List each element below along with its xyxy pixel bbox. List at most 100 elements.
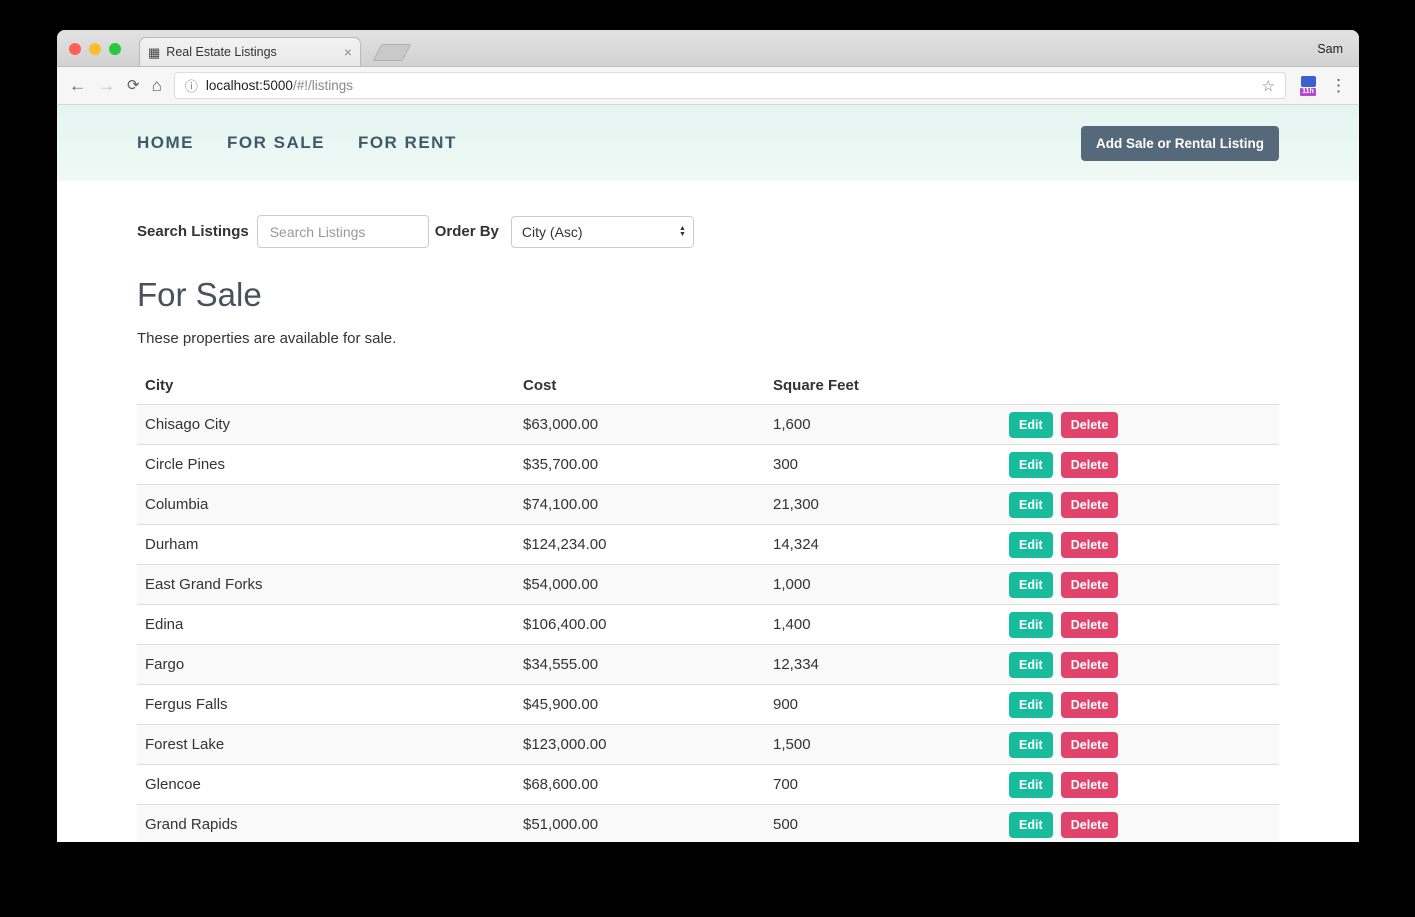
nav-item-for-sale[interactable]: FOR SALE <box>227 133 325 152</box>
edit-button[interactable]: Edit <box>1009 571 1053 598</box>
browser-toolbar: ← → ⟳ ⌂ ⓘ localhost:5000/#!/listings ☆ 1… <box>57 67 1359 105</box>
city-cell: Fargo <box>137 644 515 685</box>
sqft-cell: 500 <box>765 804 1001 842</box>
city-cell: Columbia <box>137 484 515 525</box>
city-cell: Circle Pines <box>137 444 515 485</box>
actions-cell: Edit Delete <box>1001 484 1279 525</box>
city-cell: Forest Lake <box>137 724 515 765</box>
table-row: Fergus Falls $45,900.00 900 Edit Delete <box>137 684 1279 725</box>
new-tab-button[interactable] <box>372 44 412 61</box>
info-icon[interactable]: ⓘ <box>184 79 198 94</box>
city-cell: East Grand Forks <box>137 564 515 605</box>
cost-cell: $51,000.00 <box>515 804 765 842</box>
cost-cell: $35,700.00 <box>515 444 765 485</box>
edit-button[interactable]: Edit <box>1009 611 1053 638</box>
cost-cell: $74,100.00 <box>515 484 765 525</box>
nav-item-home[interactable]: HOME <box>137 133 194 152</box>
url-path: /#!/listings <box>292 78 353 93</box>
edit-button[interactable]: Edit <box>1009 811 1053 838</box>
city-cell: Edina <box>137 604 515 645</box>
extension-badge: 11h <box>1300 87 1316 96</box>
cost-cell: $68,600.00 <box>515 764 765 805</box>
address-bar[interactable]: ⓘ localhost:5000/#!/listings ☆ <box>173 72 1286 99</box>
tab-title: Real Estate Listings <box>166 45 277 59</box>
sqft-cell: 900 <box>765 684 1001 725</box>
actions-cell: Edit Delete <box>1001 644 1279 685</box>
delete-button[interactable]: Delete <box>1060 451 1119 478</box>
city-cell: Durham <box>137 524 515 565</box>
bookmark-star-icon[interactable]: ☆ <box>1261 77 1275 95</box>
edit-button[interactable]: Edit <box>1009 411 1053 438</box>
tab-close-icon[interactable]: × <box>343 44 352 60</box>
actions-cell: Edit Delete <box>1001 524 1279 565</box>
delete-button[interactable]: Delete <box>1060 651 1119 678</box>
tab-favicon-icon: ▦ <box>148 44 161 60</box>
extension-icon[interactable]: 11h <box>1298 75 1318 96</box>
minimize-window-button[interactable] <box>89 43 101 55</box>
delete-button[interactable]: Delete <box>1060 491 1119 518</box>
page-title: For Sale <box>137 276 262 313</box>
edit-button[interactable]: Edit <box>1009 731 1053 758</box>
close-window-button[interactable] <box>69 43 81 55</box>
window-controls <box>69 43 121 55</box>
back-icon[interactable]: ← <box>69 76 86 95</box>
cost-cell: $45,900.00 <box>515 684 765 725</box>
search-input[interactable] <box>256 215 429 248</box>
sqft-cell: 1,400 <box>765 604 1001 645</box>
table-row: East Grand Forks $54,000.00 1,000 Edit D… <box>137 564 1279 605</box>
column-header-actions <box>1001 367 1279 405</box>
delete-button[interactable]: Delete <box>1060 771 1119 798</box>
delete-button[interactable]: Delete <box>1060 531 1119 558</box>
delete-button[interactable]: Delete <box>1060 731 1119 758</box>
browser-tab-bar: ▦ Real Estate Listings × Sam <box>57 30 1359 67</box>
column-header-cost: Cost <box>515 367 765 405</box>
table-row: Columbia $74,100.00 21,300 Edit Delete <box>137 484 1279 525</box>
url-text: localhost:5000/#!/listings <box>206 78 353 93</box>
edit-button[interactable]: Edit <box>1009 451 1053 478</box>
site-nav: HOME FOR SALE FOR RENT <box>137 133 457 153</box>
city-cell: Fergus Falls <box>137 684 515 725</box>
edit-button[interactable]: Edit <box>1009 651 1053 678</box>
city-cell: Grand Rapids <box>137 804 515 842</box>
forward-icon[interactable]: → <box>98 76 115 95</box>
browser-window: ▦ Real Estate Listings × Sam ← → ⟳ ⌂ ⓘ l… <box>57 30 1359 842</box>
table-row: Edina $106,400.00 1,400 Edit Delete <box>137 604 1279 645</box>
table-row: Fargo $34,555.00 12,334 Edit Delete <box>137 644 1279 685</box>
url-host: localhost:5000 <box>205 78 293 93</box>
delete-button[interactable]: Delete <box>1060 611 1119 638</box>
actions-cell: Edit Delete <box>1001 764 1279 805</box>
refresh-icon[interactable]: ⟳ <box>127 77 140 94</box>
table-row: Circle Pines $35,700.00 300 Edit Delete <box>137 444 1279 485</box>
edit-button[interactable]: Edit <box>1009 771 1053 798</box>
nav-item-for-rent[interactable]: FOR RENT <box>357 133 457 152</box>
delete-button[interactable]: Delete <box>1060 571 1119 598</box>
add-listing-button[interactable]: Add Sale or Rental Listing <box>1080 125 1279 161</box>
sqft-cell: 14,324 <box>765 524 1001 565</box>
browser-tab[interactable]: ▦ Real Estate Listings × <box>139 37 361 66</box>
page-subtitle: These properties are available for sale. <box>137 330 397 347</box>
order-by-select[interactable]: City (Asc) <box>510 215 694 248</box>
actions-cell: Edit Delete <box>1001 724 1279 765</box>
sqft-cell: 1,500 <box>765 724 1001 765</box>
delete-button[interactable]: Delete <box>1060 411 1119 438</box>
city-cell: Chisago City <box>137 404 515 445</box>
zoom-window-button[interactable] <box>109 43 121 55</box>
edit-button[interactable]: Edit <box>1009 491 1053 518</box>
search-label: Search Listings <box>137 223 249 240</box>
filter-row: Search Listings Order By City (Asc) ▲▼ <box>137 215 1279 248</box>
edit-button[interactable]: Edit <box>1009 531 1053 558</box>
browser-menu-icon[interactable]: ⋮ <box>1330 75 1347 95</box>
delete-button[interactable]: Delete <box>1060 691 1119 718</box>
sqft-cell: 1,600 <box>765 404 1001 445</box>
cost-cell: $63,000.00 <box>515 404 765 445</box>
cost-cell: $124,234.00 <box>515 524 765 565</box>
table-header-row: City Cost Square Feet <box>137 367 1279 405</box>
actions-cell: Edit Delete <box>1001 684 1279 725</box>
delete-button[interactable]: Delete <box>1060 811 1119 838</box>
home-icon[interactable]: ⌂ <box>151 76 162 95</box>
actions-cell: Edit Delete <box>1001 564 1279 605</box>
order-by-select-wrap: City (Asc) ▲ ▼ <box>510 215 694 248</box>
actions-cell: Edit Delete <box>1001 404 1279 445</box>
edit-button[interactable]: Edit <box>1009 691 1053 718</box>
page-content: Search Listings Order By City (Asc) ▲▼ F… <box>57 181 1359 842</box>
